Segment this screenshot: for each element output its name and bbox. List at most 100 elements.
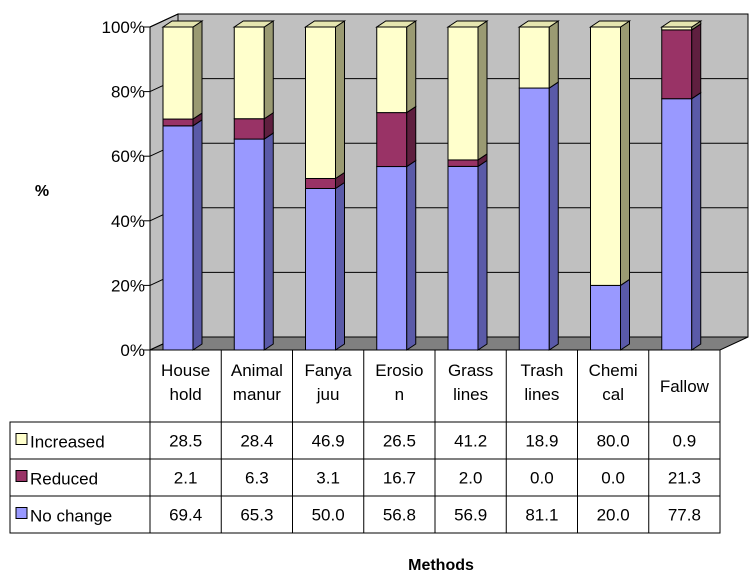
bar-side-increased xyxy=(477,20,488,161)
bar-side-no-change xyxy=(477,159,488,351)
data-label: 28.4 xyxy=(240,432,273,451)
legend-label: Reduced xyxy=(30,470,98,489)
bars xyxy=(161,20,703,351)
bar-top xyxy=(161,20,204,28)
bar-no-change xyxy=(518,87,550,351)
bar-side-no-change xyxy=(691,91,702,351)
category-label: Trash xyxy=(520,361,563,380)
legend-label: Increased xyxy=(30,433,105,452)
bar-increased xyxy=(376,26,408,114)
category-label: House xyxy=(161,361,210,380)
bar-top xyxy=(232,20,275,28)
bar-reduced xyxy=(233,118,265,140)
bar-side-reduced xyxy=(691,22,702,100)
bar-side-no-change xyxy=(548,81,559,351)
data-label: 28.5 xyxy=(169,432,202,451)
category-label: lines xyxy=(453,385,488,404)
bar-no-change xyxy=(376,166,408,351)
bar-no-change xyxy=(447,165,479,351)
data-label: 80.0 xyxy=(597,432,630,451)
category-label: Fallow xyxy=(660,377,710,396)
bar-side-no-change xyxy=(620,278,630,351)
bar-side-no-change xyxy=(263,132,274,351)
bar-side-increased xyxy=(548,20,559,89)
bar-side-no-change xyxy=(192,118,203,351)
bar-reduced xyxy=(376,112,408,168)
data-label: 50.0 xyxy=(312,506,345,525)
gridline xyxy=(149,13,748,28)
legend-key-increased xyxy=(15,433,28,445)
bar-side-increased xyxy=(192,20,203,120)
data-label: 0.0 xyxy=(530,469,554,488)
data-label: 3.1 xyxy=(316,469,340,488)
legend-key-reduced xyxy=(15,470,28,482)
bar-increased xyxy=(447,26,479,161)
data-label: 0.0 xyxy=(601,469,625,488)
table-body-frame xyxy=(9,421,721,534)
bar-no-change xyxy=(162,125,194,351)
bar-top xyxy=(446,20,489,28)
legend-label: No change xyxy=(30,507,112,526)
bar-no-change xyxy=(233,138,265,351)
y-axis-title: % xyxy=(35,183,49,200)
data-label: 26.5 xyxy=(383,432,416,451)
bar-reduced xyxy=(447,159,479,167)
bar-increased xyxy=(162,26,194,120)
bar-top xyxy=(660,20,703,28)
bar-no-change xyxy=(661,98,693,351)
data-label: 2.1 xyxy=(174,469,198,488)
category-label: manur xyxy=(233,385,282,404)
y-tick-label: 0% xyxy=(120,341,145,360)
y-tick-label: 80% xyxy=(111,83,145,102)
x-axis-title: Methods xyxy=(408,557,474,574)
category-label: Grass xyxy=(448,361,493,380)
data-label: 18.9 xyxy=(525,432,558,451)
legend-key-no-change xyxy=(15,507,28,519)
data-label: 56.9 xyxy=(454,506,487,525)
bar-no-change xyxy=(305,188,336,351)
data-label: 21.3 xyxy=(668,469,701,488)
bar-increased xyxy=(590,26,621,286)
bar-increased xyxy=(233,26,265,120)
data-label: 2.0 xyxy=(459,469,483,488)
bar-reduced xyxy=(305,177,336,189)
y-tick-labels: 0% 20% 40% 60% 80% 100% xyxy=(102,18,145,360)
bar-increased xyxy=(518,26,550,89)
bar-top xyxy=(375,20,418,28)
bar-no-change xyxy=(590,284,621,351)
data-label: 41.2 xyxy=(454,432,487,451)
bar-top xyxy=(303,20,347,28)
bar-side-increased xyxy=(620,20,630,287)
data-label: 0.9 xyxy=(673,432,697,451)
bar-side-increased xyxy=(335,20,345,180)
category-label: lines xyxy=(524,385,559,404)
data-label: 65.3 xyxy=(240,506,273,525)
data-label: 6.3 xyxy=(245,469,269,488)
bar-side-increased xyxy=(263,20,274,120)
y-tick-label: 60% xyxy=(111,147,145,166)
data-label: 16.7 xyxy=(383,469,416,488)
category-label: juu xyxy=(316,385,340,404)
bar-top xyxy=(588,20,632,28)
data-label: 77.8 xyxy=(668,506,701,525)
bar-side-no-change xyxy=(406,159,417,351)
category-label: Fanya xyxy=(305,361,353,380)
y-tick-label: 100% xyxy=(102,18,145,37)
bar-side-increased xyxy=(406,20,417,114)
category-label: Erosio xyxy=(375,361,423,380)
bar-top xyxy=(517,20,560,28)
bar-side-reduced xyxy=(406,105,417,168)
y-tick-label: 40% xyxy=(111,212,145,231)
category-label: Chemi xyxy=(589,361,638,380)
data-label: 56.8 xyxy=(383,506,416,525)
bar-increased xyxy=(305,26,336,179)
category-label: hold xyxy=(170,385,202,404)
bar-reduced xyxy=(162,118,194,127)
data-label: 46.9 xyxy=(312,432,345,451)
data-label: 81.1 xyxy=(525,506,558,525)
category-label: Animal xyxy=(231,361,283,380)
data-label: 69.4 xyxy=(169,506,202,525)
category-label: cal xyxy=(602,385,624,404)
data-table: House hold Animal manur Fanya juu Erosio n Grass… xyxy=(9,349,721,534)
